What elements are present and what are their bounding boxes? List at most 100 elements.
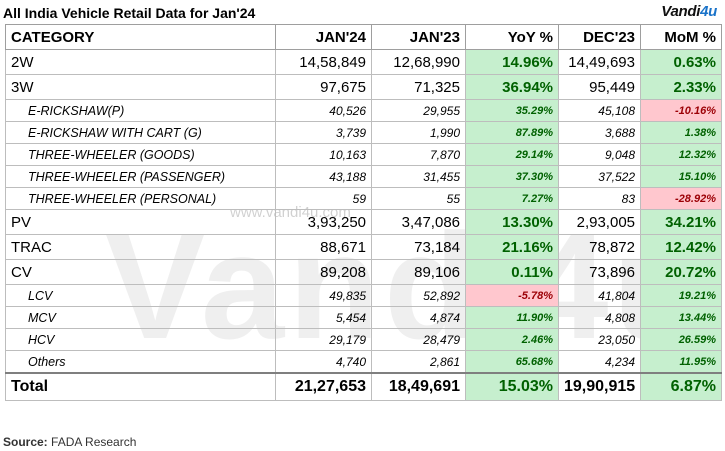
cell-jan23: 18,49,691 [371,372,466,401]
cell-jan24: 14,58,849 [275,49,372,75]
cell-jan24: 40,526 [275,99,372,122]
cell-dec23: 3,688 [558,121,641,144]
cell-category: CV [5,259,276,285]
table-row: TRAC 88,671 73,184 21.16% 78,872 12.42% [5,234,722,260]
brand-logo: Vandi4u [661,3,717,20]
cell-dec23: 23,050 [558,328,641,351]
cell-jan23: 2,861 [371,350,466,374]
page-title: All India Vehicle Retail Data for Jan'24 [3,5,256,21]
cell-jan23: 28,479 [371,328,466,351]
cell-category: 2W [5,49,276,75]
cell-dec23: 4,234 [558,350,641,374]
cell-mom: 13.44% [640,306,722,329]
source-note: Source: FADA Research [3,435,136,449]
table-row: THREE-WHEELER (GOODS) 10,163 7,870 29.14% 9,… [5,143,722,166]
cell-jan24: 43,188 [275,165,372,188]
header-mom: MoM % [640,24,722,50]
cell-yoy: 2.46% [465,328,559,351]
cell-yoy: -5.78% [465,284,559,307]
retail-data-table: CATEGORY JAN'24 JAN'23 YoY % DEC'23 MoM … [5,24,722,401]
table-row: CV 89,208 89,106 0.11% 73,896 20.72% [5,259,722,285]
table-row: Others 4,740 2,861 65.68% 4,234 11.95% [5,350,722,374]
cell-jan23: 12,68,990 [371,49,466,75]
cell-dec23: 45,108 [558,99,641,122]
cell-dec23: 78,872 [558,234,641,260]
source-text: FADA Research [51,435,137,449]
cell-mom: 34.21% [640,209,722,235]
cell-dec23: 14,49,693 [558,49,641,75]
cell-yoy: 0.11% [465,259,559,285]
cell-jan23: 1,990 [371,121,466,144]
cell-dec23: 4,808 [558,306,641,329]
cell-yoy: 29.14% [465,143,559,166]
cell-jan23: 4,874 [371,306,466,329]
cell-jan23: 73,184 [371,234,466,260]
cell-yoy: 13.30% [465,209,559,235]
cell-mom: 11.95% [640,350,722,374]
cell-jan24: 3,739 [275,121,372,144]
cell-dec23: 41,804 [558,284,641,307]
cell-jan24: 89,208 [275,259,372,285]
cell-jan23: 52,892 [371,284,466,307]
cell-category: LCV [5,284,276,307]
cell-jan24: 88,671 [275,234,372,260]
cell-category: MCV [5,306,276,329]
logo-accent: 4u [700,3,717,20]
table-row: MCV 5,454 4,874 11.90% 4,808 13.44% [5,306,722,329]
table-row: 3W 97,675 71,325 36.94% 95,449 2.33% [5,74,722,100]
cell-dec23: 95,449 [558,74,641,100]
cell-jan24: 59 [275,187,372,210]
cell-dec23: 9,048 [558,143,641,166]
cell-mom: 6.87% [640,372,722,401]
cell-yoy: 21.16% [465,234,559,260]
cell-mom: 1.38% [640,121,722,144]
table-row: THREE-WHEELER (PERSONAL) 59 55 7.27% 83 -28.9… [5,187,722,210]
cell-mom: -28.92% [640,187,722,210]
cell-category: E-RICKSHAW(P) [5,99,276,122]
cell-jan24: 49,835 [275,284,372,307]
cell-mom: 12.42% [640,234,722,260]
table-row: THREE-WHEELER (PASSENGER) 43,188 31,455 37.… [5,165,722,188]
table-row: LCV 49,835 52,892 -5.78% 41,804 19.21% [5,284,722,307]
cell-yoy: 65.68% [465,350,559,374]
table-row: 2W 14,58,849 12,68,990 14.96% 14,49,693 0.63% [5,49,722,75]
cell-jan24: 21,27,653 [275,372,372,401]
cell-yoy: 37.30% [465,165,559,188]
cell-mom: -10.16% [640,99,722,122]
cell-mom: 19.21% [640,284,722,307]
cell-jan24: 4,740 [275,350,372,374]
header-category: CATEGORY [5,24,276,50]
cell-category: THREE-WHEELER (PASSENGER) [5,165,276,188]
cell-jan24: 3,93,250 [275,209,372,235]
cell-jan24: 29,179 [275,328,372,351]
cell-jan24: 97,675 [275,74,372,100]
cell-mom: 15.10% [640,165,722,188]
cell-mom: 12.32% [640,143,722,166]
cell-yoy: 15.03% [465,372,559,401]
logo-main: Vandi [661,3,701,20]
cell-yoy: 11.90% [465,306,559,329]
header-jan24: JAN'24 [275,24,372,50]
cell-yoy: 87.89% [465,121,559,144]
cell-jan23: 31,455 [371,165,466,188]
cell-yoy: 7.27% [465,187,559,210]
cell-yoy: 14.96% [465,49,559,75]
cell-category: PV [5,209,276,235]
cell-category: TRAC [5,234,276,260]
cell-jan23: 89,106 [371,259,466,285]
cell-jan24: 5,454 [275,306,372,329]
cell-yoy: 36.94% [465,74,559,100]
cell-jan24: 10,163 [275,143,372,166]
cell-category: Total [5,372,276,401]
cell-yoy: 35.29% [465,99,559,122]
table-row: HCV 29,179 28,479 2.46% 23,050 26.59% [5,328,722,351]
header-yoy: YoY % [465,24,559,50]
cell-jan23: 29,955 [371,99,466,122]
cell-category: HCV [5,328,276,351]
cell-mom: 26.59% [640,328,722,351]
cell-mom: 2.33% [640,74,722,100]
table-row: E-RICKSHAW WITH CART (G) 3,739 1,990 87.89%… [5,121,722,144]
cell-category: E-RICKSHAW WITH CART (G) [5,121,276,144]
table-row: E-RICKSHAW(P) 40,526 29,955 35.29% 45,108 -10… [5,99,722,122]
table-row: PV 3,93,250 3,47,086 13.30% 2,93,005 34.21% [5,209,722,235]
